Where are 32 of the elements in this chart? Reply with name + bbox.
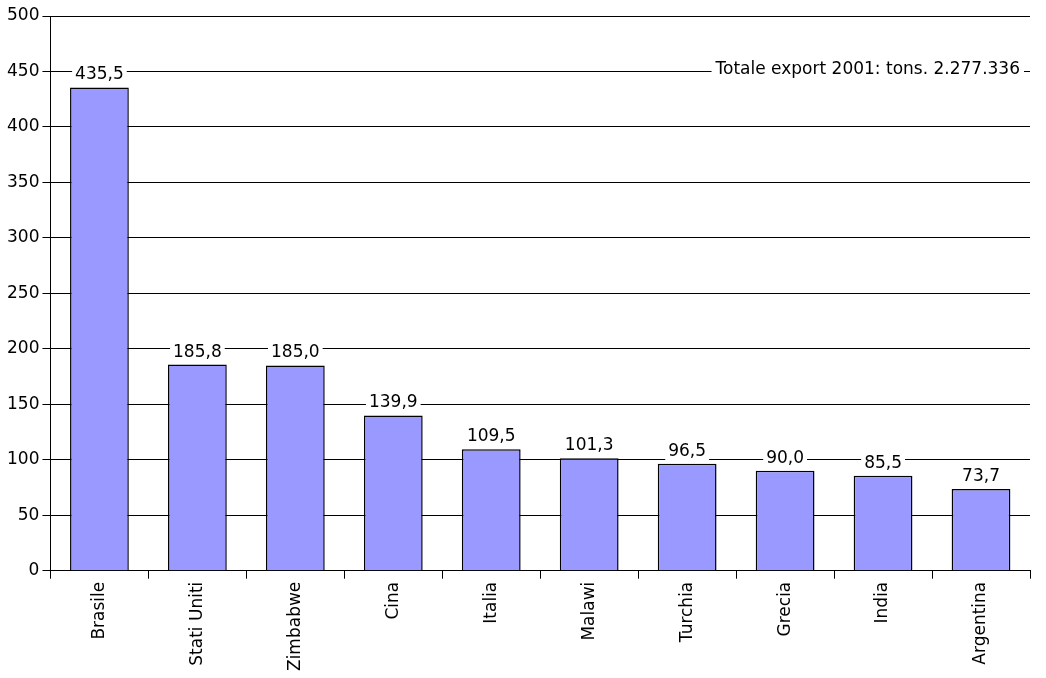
x-tick-label: Brasile (87, 581, 108, 640)
x-tick-label: Grecia (773, 581, 794, 637)
data-label: 185,8 (173, 340, 222, 361)
x-tick-label: Argentina (969, 581, 990, 665)
x-tick-label: Zimbabwe (283, 581, 304, 672)
y-tick-label: 0 (28, 559, 40, 580)
data-label: 101,3 (564, 434, 614, 455)
y-tick-label: 250 (6, 281, 40, 302)
data-label: 73,7 (962, 464, 1000, 485)
y-tick-label: 500 (6, 4, 40, 25)
y-tick-label: 200 (6, 337, 40, 358)
data-label: 435,5 (75, 63, 124, 84)
data-label: 185,0 (271, 341, 320, 362)
y-tick-label: 100 (6, 448, 40, 469)
data-label: 109,5 (466, 425, 516, 446)
y-tick-label: 350 (6, 170, 40, 191)
x-tick-label: Malawi (577, 581, 598, 641)
y-tick-label: 450 (6, 59, 40, 80)
y-tick-label: 150 (6, 392, 40, 413)
data-label: 139,9 (368, 391, 418, 412)
x-tick-label: Italia (479, 581, 500, 624)
x-tick-label: India (871, 581, 892, 624)
data-label: 85,5 (864, 451, 902, 472)
y-tick-label: 50 (17, 503, 40, 524)
y-tick-label: 400 (6, 115, 40, 136)
x-tick-label: Stati Uniti (185, 581, 206, 666)
data-label: 96,5 (668, 439, 707, 460)
x-tick-label: Cina (381, 581, 402, 620)
data-label: 90,0 (766, 446, 805, 467)
x-tick-label: Turchia (675, 581, 696, 644)
y-tick-label: 300 (6, 226, 40, 247)
annotation: Totale export 2001: tons. 2.277.336 (714, 58, 1020, 79)
